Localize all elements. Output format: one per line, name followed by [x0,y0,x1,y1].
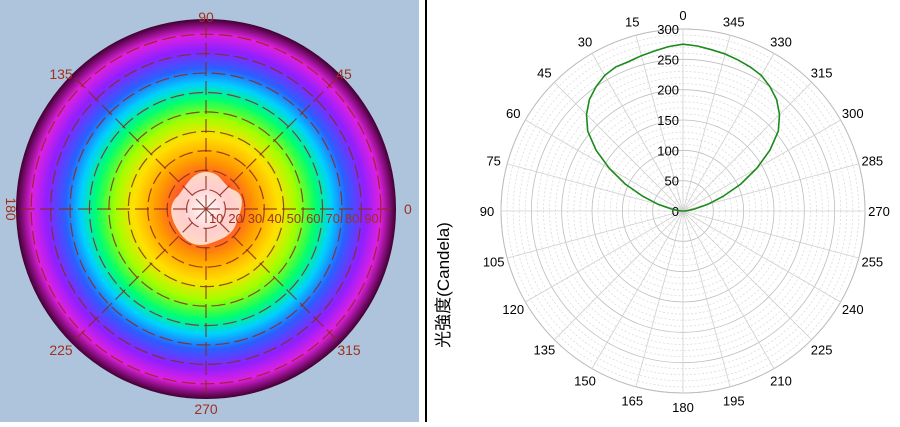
radial-tick-label: 60 [306,211,320,226]
angle-label: 45 [336,66,352,82]
polar-angle-label: 60 [506,106,520,121]
polar-spoke [635,35,684,212]
polar-angle-label: 330 [770,34,792,49]
polar-angle-label: 345 [723,15,745,30]
polar-angle-label: 75 [486,153,500,168]
polar-spoke [554,82,684,212]
polar-angle-label: 285 [861,153,883,168]
radial-tick-label: 100 [657,143,679,158]
polar-angle-label: 90 [480,204,494,219]
polar-spoke [591,210,684,369]
polar-spoke [525,119,684,212]
polar-spoke [682,82,812,212]
polar-angle-label: 300 [842,106,864,121]
polar-spoke [682,210,812,340]
radial-tick-label: 80 [345,211,359,226]
polar-angle-label: 45 [537,65,551,80]
polar-angle-label: 210 [770,374,792,389]
polar-angle-label: 135 [534,343,556,358]
polar-angle-label: 0 [679,8,686,23]
polar-spoke [682,210,841,303]
angle-label: 135 [49,66,73,82]
polar-contour-chart: 10 20 30 40 50 60 70 80 90 0 45 90 135 180 225 270 315 [3,9,412,417]
radial-tick-label: 90 [364,211,378,226]
polar-angle-label: 255 [861,255,883,270]
radial-tick-label: 10 [209,211,223,226]
polar-spoke [682,210,775,369]
polar-spoke [682,163,859,212]
polar-spoke [635,210,684,387]
polar-angle-label: 120 [502,302,524,317]
radial-tick-label: 20 [228,211,242,226]
angle-spoke [71,74,207,210]
polar-spoke [554,210,684,340]
radial-tick-label: 0 [672,204,679,219]
radial-tick-label: 50 [287,211,301,226]
angle-label: 225 [49,342,73,358]
polar-spoke [682,210,859,259]
angle-label: 90 [198,9,214,25]
radial-tick-label: 200 [657,83,679,98]
contour-plot-panel: 10 20 30 40 50 60 70 80 90 0 45 90 135 180 225 270 315 [0,0,419,422]
radial-tick-label: 40 [267,211,281,226]
angle-label: 180 [3,197,19,221]
angle-label: 315 [337,342,361,358]
polar-spoke [682,35,731,212]
polar-spoke [525,210,684,303]
polar-spoke [682,53,775,212]
polar-angle-label: 15 [625,15,639,30]
angle-spoke [205,208,341,344]
radial-tick-label: 300 [657,22,679,37]
angle-label: 270 [194,401,218,417]
polar-angle-label: 30 [578,34,592,49]
polar-spoke [682,119,841,212]
polar-angle-label: 150 [574,374,596,389]
polar-intensity-chart: 光強度(Candela) 0 15 30 45 60 75 90 105 120 135 150 16… [434,8,890,415]
polar-spoke [507,163,684,212]
radial-tick-label: 250 [657,52,679,67]
polar-angle-label: 225 [811,343,833,358]
polar-spoke [507,210,684,259]
polar-angle-label: 180 [672,400,694,415]
angle-spoke [71,208,207,344]
radial-tick-label: 150 [657,113,679,128]
polar-angle-label: 240 [842,302,864,317]
polar-angle-label: 195 [723,393,745,408]
radial-tick-label: 70 [325,211,339,226]
radial-tick-label: 50 [665,174,679,189]
polar-angle-label: 315 [811,65,833,80]
angle-spoke [205,74,341,210]
polar-plot-panel: 光強度(Candela) 0 15 30 45 60 75 90 105 120 135 150 16… [427,0,900,422]
polar-angle-label: 270 [868,204,890,219]
polar-spoke [591,53,684,212]
polar-angle-label: 105 [483,255,505,270]
angle-label: 0 [404,201,412,217]
y-axis-label: 光強度(Candela) [434,222,453,348]
intensity-curve [585,43,781,212]
panel-divider [425,0,427,422]
radial-tick-label: 30 [248,211,262,226]
polar-angle-label: 165 [621,393,643,408]
polar-spoke [682,210,731,387]
